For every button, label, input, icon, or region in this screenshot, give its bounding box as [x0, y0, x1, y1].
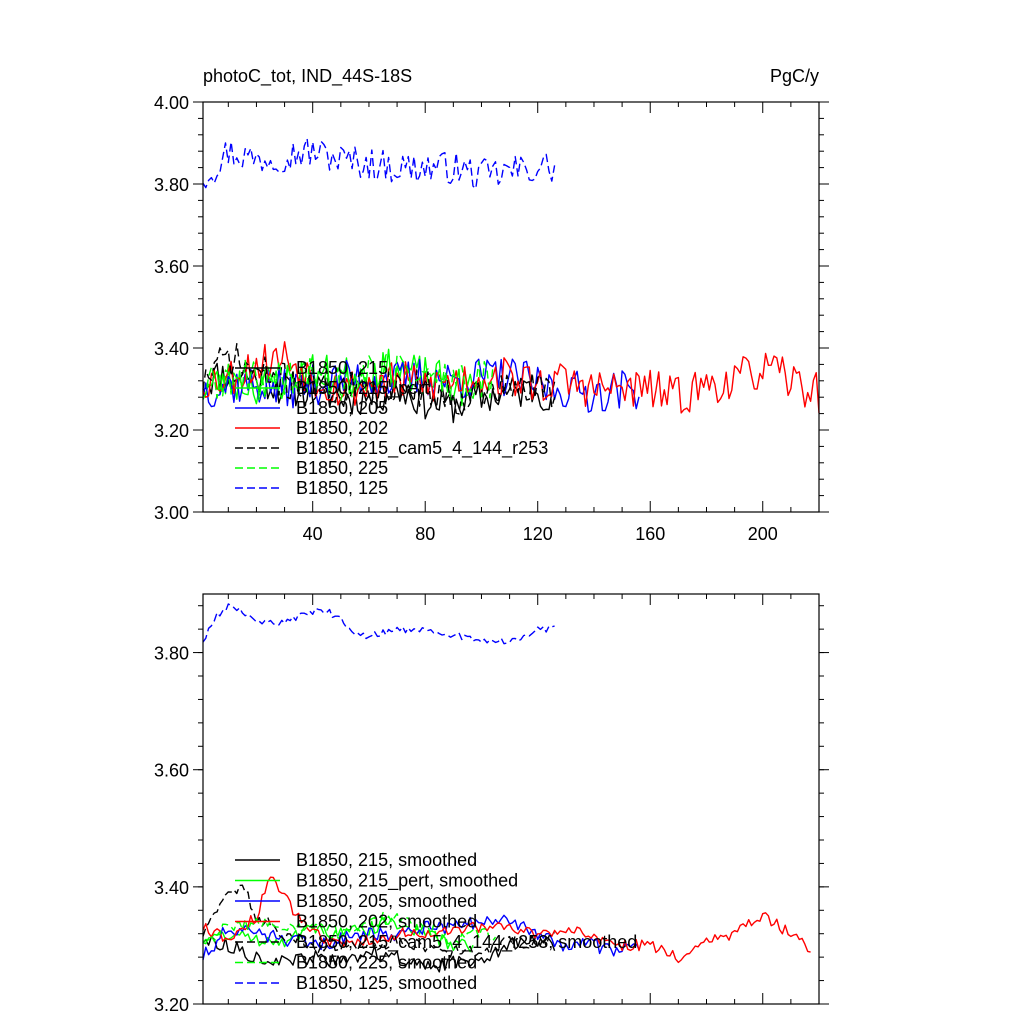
legend-label: B1850, 215_cam5_4_144_r253, smoothed: [296, 932, 637, 953]
legend-label: B1850, 225, smoothed: [296, 953, 477, 973]
y-tick-label: 3.00: [154, 503, 189, 523]
plot-frame: [202, 101, 820, 513]
bottom-series-group: [202, 603, 811, 973]
series-line-3: [202, 914, 640, 961]
series-line-5: [202, 343, 556, 415]
y-tick-label: 3.20: [154, 421, 189, 441]
x-tick-label: 160: [635, 524, 665, 544]
series-line-6: [202, 350, 496, 401]
y-tick-label: 3.20: [154, 995, 189, 1015]
legend-label: B1850, 205: [296, 398, 388, 418]
legend-label: B1850, 125: [296, 478, 388, 498]
y-tick-label: 3.80: [154, 644, 189, 664]
series-line-1: [202, 361, 556, 424]
legend-label: B1850, 215: [296, 358, 388, 378]
chart-title: photoC_tot, IND_44S-18S: [203, 66, 412, 87]
legend-label: B1850, 215_pert: [296, 378, 429, 399]
x-tick-label: 120: [523, 524, 553, 544]
legend-label: B1850, 215, smoothed: [296, 850, 477, 870]
chart-units: PgC/y: [770, 66, 819, 86]
series-line-6: [202, 911, 497, 945]
plot-frame: [202, 593, 820, 1005]
y-tick-label: 3.40: [154, 878, 189, 898]
top-series-group: [202, 137, 820, 424]
x-tick-label: 40: [303, 524, 323, 544]
y-tick-label: 3.80: [154, 175, 189, 195]
x-tick-label: 200: [748, 524, 778, 544]
legend-label: B1850, 225: [296, 458, 388, 478]
series-line-3: [202, 358, 640, 413]
legend-label: B1850, 202: [296, 418, 388, 438]
bottom-axes: 3.20 3.40 3.60 3.80: [154, 593, 829, 1015]
series-line-7: [202, 603, 555, 645]
legend-label: B1850, 202, smoothed: [296, 912, 477, 932]
y-tick-label: 3.60: [154, 257, 189, 277]
legend-label: B1850, 215_pert, smoothed: [296, 871, 518, 892]
legend-label: B1850, 205, smoothed: [296, 891, 477, 911]
y-tick-label: 4.00: [154, 93, 189, 113]
bottom-chart-panel: 3.203.403.603.80 B1850, 215, smoothedB18…: [154, 593, 829, 1015]
y-tick-label: 3.40: [154, 339, 189, 359]
top-axes: 40 80 120 160 200 3.00 3.20 3.40 3.60 3.80 4.00: [154, 93, 829, 544]
legend-label: B1850, 215_cam5_4_144_r253: [296, 438, 548, 459]
series-line-5: [202, 884, 556, 958]
legend-label: B1850, 125, smoothed: [296, 973, 477, 993]
series-line-4: [202, 876, 811, 964]
top-chart-panel: photoC_tot, IND_44S-18S PgC/y 40 80 120 160…: [154, 66, 829, 544]
y-tick-label: 3.60: [154, 761, 189, 781]
series-line-7: [202, 137, 556, 190]
x-tick-label: 80: [415, 524, 435, 544]
